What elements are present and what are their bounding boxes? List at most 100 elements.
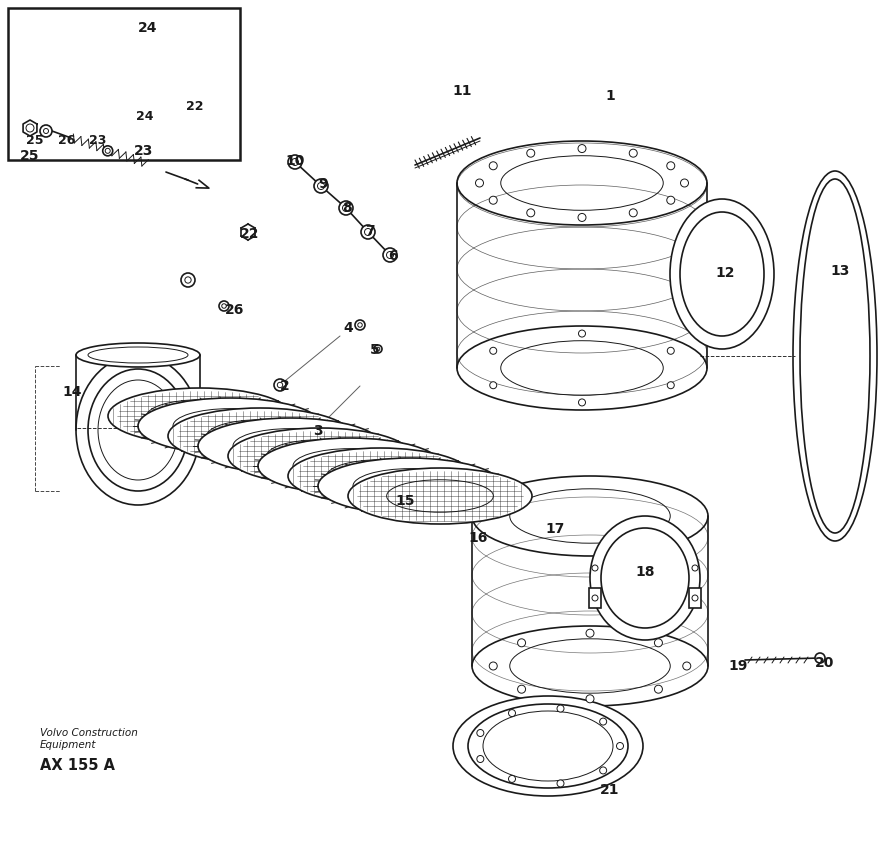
Circle shape (586, 629, 594, 637)
Ellipse shape (457, 326, 707, 410)
Circle shape (518, 639, 526, 647)
Circle shape (339, 201, 353, 215)
Circle shape (475, 179, 483, 187)
Text: 1: 1 (605, 89, 615, 103)
Text: 25: 25 (20, 149, 40, 163)
Circle shape (105, 148, 110, 153)
Ellipse shape (590, 516, 700, 640)
Text: 13: 13 (830, 264, 850, 278)
Ellipse shape (793, 171, 877, 541)
Circle shape (592, 565, 598, 571)
Text: 12: 12 (716, 266, 735, 280)
Circle shape (527, 149, 535, 157)
Ellipse shape (472, 476, 708, 556)
Circle shape (44, 129, 48, 134)
Circle shape (578, 145, 586, 152)
Circle shape (185, 277, 191, 283)
Circle shape (681, 179, 689, 187)
Circle shape (278, 382, 283, 387)
Circle shape (667, 162, 675, 170)
Ellipse shape (168, 408, 352, 464)
Circle shape (374, 345, 382, 353)
Circle shape (490, 162, 498, 170)
Bar (689, 588, 701, 608)
Circle shape (557, 780, 564, 787)
Text: 22: 22 (240, 227, 260, 241)
Circle shape (477, 729, 484, 737)
Circle shape (557, 705, 564, 712)
Circle shape (508, 776, 515, 783)
Circle shape (527, 209, 535, 217)
Text: 11: 11 (452, 84, 472, 98)
Text: 26: 26 (225, 303, 245, 317)
Text: Volvo Construction
Equipment: Volvo Construction Equipment (40, 728, 138, 750)
Text: 21: 21 (600, 783, 619, 797)
Circle shape (490, 347, 497, 354)
Circle shape (692, 595, 698, 601)
Circle shape (578, 213, 586, 222)
Text: 23: 23 (134, 144, 154, 158)
Circle shape (518, 685, 526, 693)
Bar (8, 8, 240, 160)
Text: 5: 5 (370, 343, 380, 357)
Circle shape (578, 330, 586, 337)
Circle shape (592, 595, 598, 601)
Circle shape (683, 662, 691, 670)
Circle shape (40, 125, 52, 137)
Ellipse shape (670, 199, 774, 349)
Circle shape (274, 379, 286, 391)
Text: 24: 24 (138, 21, 158, 35)
Circle shape (586, 695, 594, 703)
Ellipse shape (472, 626, 708, 706)
Circle shape (490, 196, 498, 204)
Circle shape (365, 228, 371, 235)
Text: 3: 3 (313, 424, 323, 438)
Circle shape (490, 662, 498, 670)
Text: 2: 2 (280, 379, 290, 393)
Text: 16: 16 (468, 531, 488, 545)
Text: 6: 6 (388, 249, 398, 263)
Circle shape (318, 183, 325, 190)
Text: 23: 23 (89, 134, 107, 146)
Circle shape (314, 179, 328, 193)
Circle shape (383, 248, 397, 262)
Circle shape (358, 323, 362, 327)
Text: AX 155 A: AX 155 A (40, 758, 115, 773)
Circle shape (600, 767, 607, 774)
Circle shape (629, 209, 637, 217)
Ellipse shape (348, 468, 532, 524)
Circle shape (288, 155, 302, 169)
Circle shape (668, 347, 675, 354)
Text: 26: 26 (59, 134, 76, 146)
Text: 17: 17 (546, 522, 564, 536)
Circle shape (629, 149, 637, 157)
Ellipse shape (457, 141, 707, 225)
Circle shape (361, 225, 375, 239)
Bar (589, 588, 601, 608)
Circle shape (668, 382, 675, 388)
Circle shape (600, 718, 607, 725)
Circle shape (578, 399, 586, 406)
Circle shape (102, 146, 113, 156)
Circle shape (26, 124, 34, 132)
Circle shape (667, 196, 675, 204)
Text: 7: 7 (365, 224, 375, 238)
Circle shape (654, 639, 662, 647)
Circle shape (181, 273, 195, 287)
Ellipse shape (288, 448, 472, 504)
Circle shape (316, 426, 320, 431)
Circle shape (219, 301, 229, 311)
Text: 4: 4 (344, 321, 352, 335)
Circle shape (692, 565, 698, 571)
Circle shape (815, 653, 825, 663)
Ellipse shape (318, 458, 502, 514)
Text: 10: 10 (286, 154, 304, 168)
Circle shape (292, 158, 298, 166)
Ellipse shape (258, 438, 442, 494)
Circle shape (376, 347, 380, 351)
Text: 24: 24 (136, 109, 154, 123)
Circle shape (222, 304, 226, 308)
Text: 19: 19 (728, 659, 748, 673)
Circle shape (654, 685, 662, 693)
Text: 18: 18 (635, 565, 655, 579)
